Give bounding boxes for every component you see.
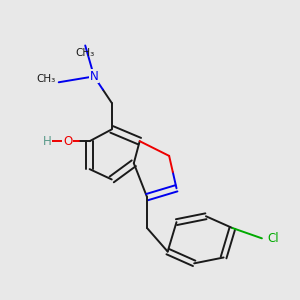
Text: H: H (43, 135, 51, 148)
Text: CH₃: CH₃ (37, 74, 56, 84)
Text: O: O (63, 135, 72, 148)
Text: N: N (90, 70, 98, 83)
Text: Cl: Cl (268, 232, 279, 245)
Text: CH₃: CH₃ (76, 48, 95, 59)
